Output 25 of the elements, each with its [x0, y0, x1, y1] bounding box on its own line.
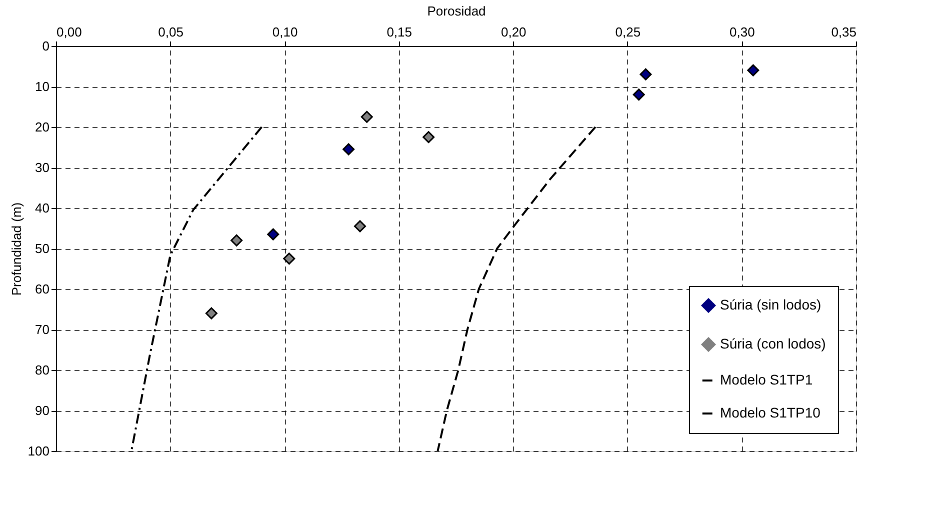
x-tick-label: 0,25 [615, 24, 641, 40]
x-tick-label: 0,30 [730, 24, 755, 40]
x-axis-title: Porosidad [427, 4, 486, 18]
y-tick-label: 10 [35, 79, 50, 94]
y-tick-label: 100 [28, 444, 50, 458]
legend-label: Súria (sin lodos) [720, 296, 822, 312]
y-tick-label: 40 [35, 200, 50, 216]
x-tick-label: 0,00 [56, 24, 82, 40]
y-tick-label: 60 [35, 282, 50, 296]
y-tick-label: 70 [35, 322, 50, 337]
legend-label: Súria (con lodos) [720, 336, 826, 352]
x-tick-label: 0,05 [158, 24, 184, 40]
y-tick-label: 30 [35, 160, 50, 175]
x-tick-label: 0,15 [386, 24, 412, 40]
y-tick-label: 80 [35, 362, 50, 378]
y-axis-title: Profundidad (m) [8, 202, 24, 296]
x-tick-label: 0,10 [272, 24, 298, 40]
x-tick-label: 0,20 [500, 24, 526, 40]
legend-label: Modelo S1TP10 [720, 404, 821, 420]
y-tick-label: 20 [35, 120, 50, 134]
y-tick-label: 50 [35, 241, 50, 256]
y-tick-label: 90 [35, 403, 50, 418]
y-tick-label: 0 [42, 38, 50, 54]
legend-label: Modelo S1TP1 [720, 372, 813, 388]
x-tick-label: 0,35 [831, 24, 856, 40]
